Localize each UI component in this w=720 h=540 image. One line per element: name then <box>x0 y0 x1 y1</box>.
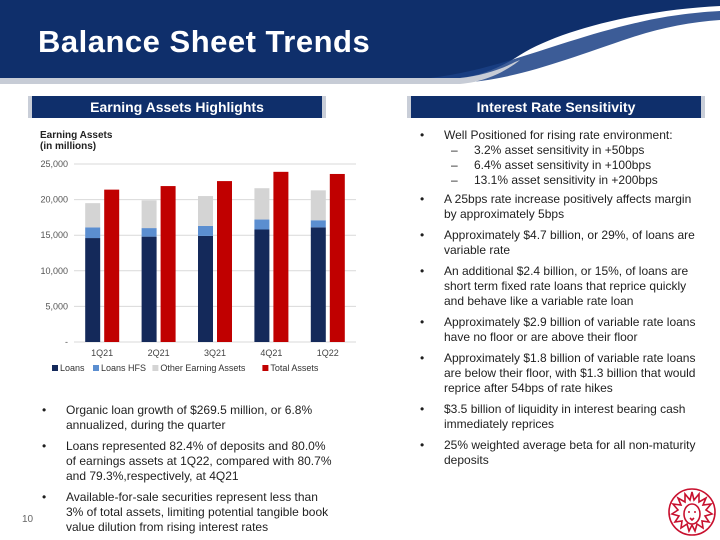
left-bullet: Loans represented 82.4% of deposits and … <box>42 439 332 484</box>
chart-title: Earning Assets <box>40 130 113 141</box>
lion-logo-icon <box>666 486 718 538</box>
page-title: Balance Sheet Trends <box>38 24 371 59</box>
legend-label: Loans <box>60 363 85 373</box>
bar-segment-loans <box>141 236 157 342</box>
bar-total-assets <box>160 186 176 342</box>
bar-segment-loans-hfs <box>198 225 213 236</box>
y-tick-label: 10,000 <box>40 266 68 276</box>
left-bullet: Available-for-sale securities represent … <box>42 490 332 535</box>
y-tick-label: 15,000 <box>40 230 68 240</box>
legend-swatch <box>152 365 159 371</box>
legend-swatch <box>262 365 269 371</box>
legend-swatch <box>93 365 99 371</box>
legend-label: Other Earning Assets <box>160 363 246 373</box>
right-bullet: An additional $2.4 billion, or 15%, of l… <box>420 264 705 309</box>
chart-title-block: Earning Assets (in millions) <box>40 130 112 152</box>
bar-segment-loans <box>198 235 213 342</box>
y-tick-label: - <box>65 337 68 347</box>
right-bullet: Well Positioned for rising rate environm… <box>420 128 705 143</box>
right-sub-bullet: 6.4% asset sensitivity in +100bps <box>420 158 705 173</box>
bar-total-assets <box>104 189 120 342</box>
left-bullet: Organic loan growth of $269.5 million, o… <box>42 403 332 433</box>
bar-segment-other-earning-assets <box>310 190 326 221</box>
right-bullet: Approximately $1.8 billion of variable r… <box>420 351 705 396</box>
bar-segment-other-earning-assets <box>85 203 101 228</box>
bar-segment-loans <box>310 227 326 342</box>
bar-segment-loans <box>254 229 270 342</box>
bar-segment-loans-hfs <box>141 228 157 237</box>
bar-segment-loans-hfs <box>254 219 270 230</box>
interest-rate-sensitivity-header: Interest Rate Sensitivity <box>407 96 705 118</box>
bar-total-assets <box>329 173 345 342</box>
y-tick-label: 20,000 <box>40 195 68 205</box>
x-tick-label: 1Q22 <box>317 348 339 358</box>
x-tick-label: 4Q21 <box>260 348 282 358</box>
chart-subtitle: (in millions) <box>40 141 97 152</box>
right-bullet: A 25bps rate increase positively affects… <box>420 192 705 222</box>
bar-segment-other-earning-assets <box>141 200 157 229</box>
x-tick-label: 2Q21 <box>148 348 170 358</box>
right-bullet: Approximately $4.7 billion, or 29%, of l… <box>420 228 705 258</box>
right-bullet: Approximately $2.9 billion of variable r… <box>420 315 705 345</box>
legend-swatch <box>52 365 58 371</box>
right-sub-bullet: 13.1% asset sensitivity in +200bps <box>420 173 705 188</box>
earning-assets-chart: Earning Assets (in millions) - 5,000 10,00… <box>30 128 360 390</box>
bar-segment-loans <box>85 238 101 342</box>
bar-total-assets <box>217 181 232 342</box>
asset-sensitivity-sublist: 3.2% asset sensitivity in +50bps 6.4% as… <box>420 143 705 188</box>
bar-segment-other-earning-assets <box>254 188 270 220</box>
bar-total-assets <box>273 171 289 342</box>
y-tick-label: 25,000 <box>40 159 68 169</box>
page-number: 10 <box>22 514 34 525</box>
slide-header: Balance Sheet Trends <box>0 0 720 88</box>
earning-assets-chart-svg: - 5,000 10,000 15,000 20,000 25,000 1Q21 2Q21 3Q… <box>40 159 356 373</box>
interest-rate-bullets: Well Positioned for rising rate environm… <box>420 128 705 474</box>
earning-assets-bullets: Organic loan growth of $269.5 million, o… <box>42 403 332 540</box>
right-bullet: 25% weighted average beta for all non-ma… <box>420 438 705 468</box>
bar-segment-loans-hfs <box>85 227 101 239</box>
right-sub-bullet: 3.2% asset sensitivity in +50bps <box>420 143 705 158</box>
legend-label: Loans HFS <box>101 363 146 373</box>
y-tick-label: 5,000 <box>45 301 68 311</box>
right-bullet: $3.5 billion of liquidity in interest be… <box>420 402 705 432</box>
earning-assets-highlights-header: Earning Assets Highlights <box>28 96 326 118</box>
legend-label: Total Assets <box>270 363 319 373</box>
bar-segment-other-earning-assets <box>198 196 213 226</box>
x-tick-label: 3Q21 <box>204 348 226 358</box>
x-tick-label: 1Q21 <box>91 348 113 358</box>
bar-segment-loans-hfs <box>310 220 326 228</box>
header-banner-shape <box>0 0 720 84</box>
